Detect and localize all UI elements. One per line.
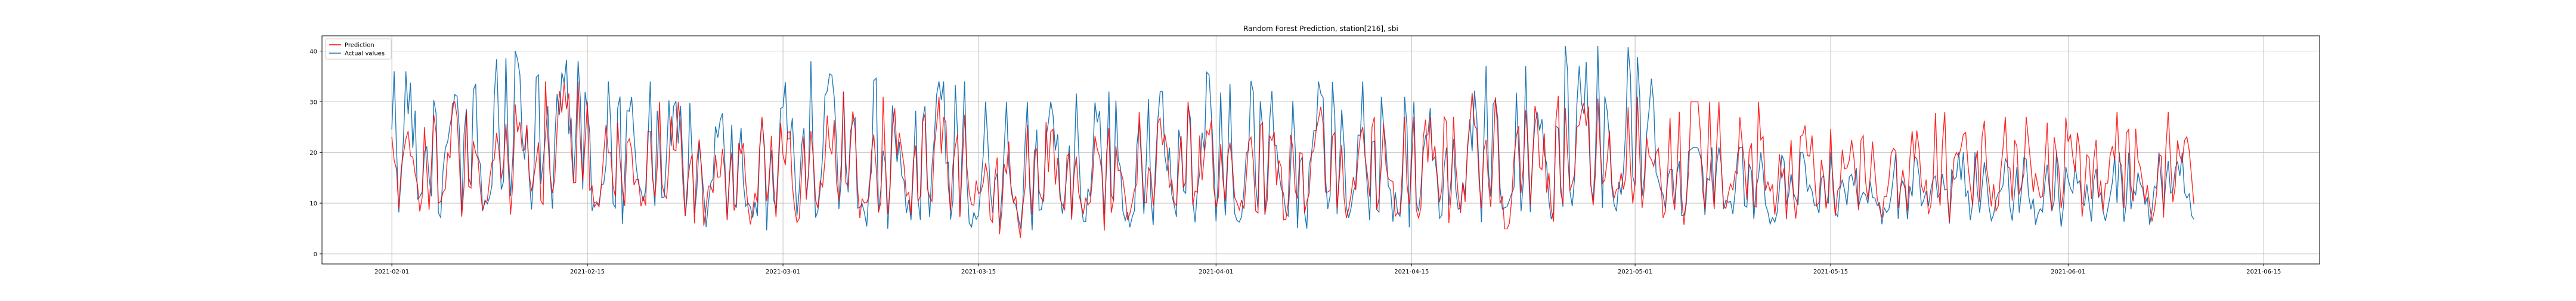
legend-label: Prediction bbox=[345, 42, 374, 49]
x-tick-label: 2021-06-01 bbox=[2051, 269, 2085, 275]
x-tick-label: 2021-03-01 bbox=[766, 269, 800, 275]
legend-label: Actual values bbox=[345, 51, 385, 57]
legend: Prediction Actual values bbox=[325, 38, 392, 60]
series-layer bbox=[391, 45, 2194, 238]
y-tick-label: 0 bbox=[314, 251, 317, 258]
x-tick-label: 2021-05-01 bbox=[1618, 269, 1652, 275]
x-tick-label: 2021-05-15 bbox=[1813, 269, 1848, 275]
plot-frame bbox=[321, 35, 2320, 265]
chart-title: Random Forest Prediction, station[216], … bbox=[1243, 24, 1398, 33]
x-tick-label: 2021-02-01 bbox=[374, 269, 409, 275]
y-tick-label: 10 bbox=[309, 201, 317, 207]
y-tick-label: 30 bbox=[309, 99, 317, 106]
x-tick-label: 2021-06-15 bbox=[2246, 269, 2281, 275]
y-tick-label: 40 bbox=[309, 48, 317, 55]
y-tick-label: 20 bbox=[309, 150, 317, 156]
ticks: 2021-02-01 2021-02-15 2021-03-01 2021-03-15… bbox=[309, 48, 2281, 275]
x-tick-label: 2021-04-15 bbox=[1394, 269, 1429, 275]
grid bbox=[322, 36, 2320, 264]
legend-box bbox=[325, 38, 392, 60]
series-line-actual-values bbox=[391, 45, 2194, 231]
x-tick-label: 2021-03-15 bbox=[961, 269, 996, 275]
x-tick-label: 2021-04-01 bbox=[1199, 269, 1233, 275]
x-tick-label: 2021-02-15 bbox=[570, 269, 605, 275]
series-line-prediction bbox=[391, 81, 2194, 238]
